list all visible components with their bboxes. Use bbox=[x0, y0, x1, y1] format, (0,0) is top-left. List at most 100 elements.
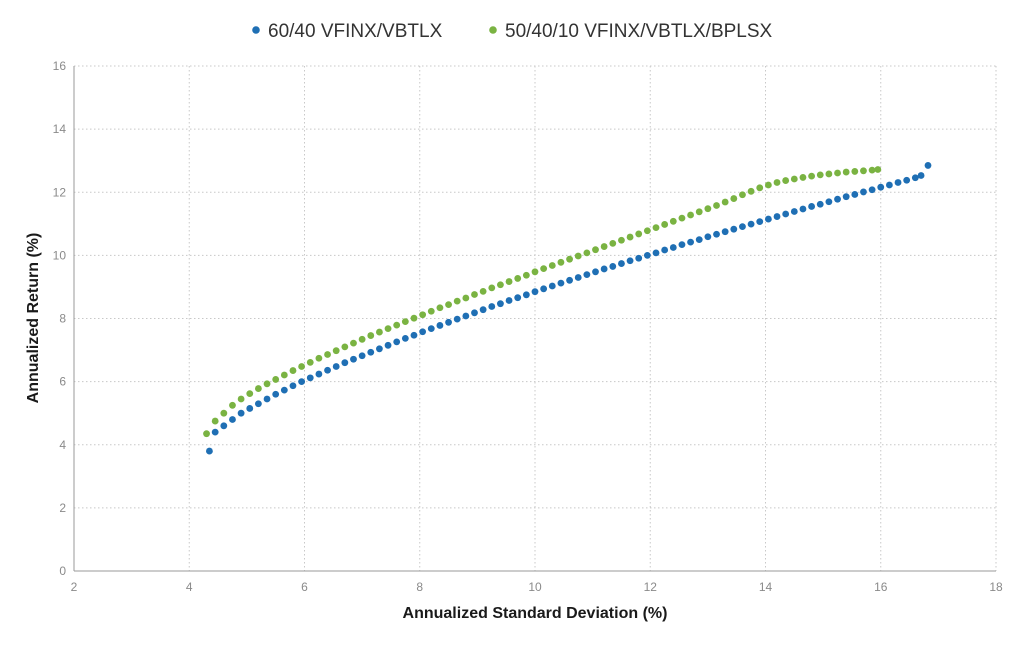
data-point bbox=[592, 246, 599, 254]
data-point bbox=[894, 179, 902, 186]
y-tick-label: 14 bbox=[53, 122, 67, 136]
data-point bbox=[739, 191, 746, 199]
data-point bbox=[566, 276, 573, 284]
data-point bbox=[376, 328, 383, 336]
data-point bbox=[816, 171, 824, 179]
data-point bbox=[332, 347, 340, 355]
data-point bbox=[479, 287, 487, 295]
data-point bbox=[695, 236, 703, 243]
data-point bbox=[574, 274, 582, 281]
data-point bbox=[816, 200, 824, 208]
data-point bbox=[643, 251, 651, 259]
data-point bbox=[384, 325, 392, 332]
data-point bbox=[825, 198, 833, 206]
data-point bbox=[885, 181, 893, 189]
data-point bbox=[548, 282, 556, 290]
data-point bbox=[531, 268, 539, 276]
data-point bbox=[924, 162, 932, 169]
data-point bbox=[773, 213, 781, 220]
data-point bbox=[764, 215, 772, 223]
data-point bbox=[911, 174, 919, 182]
data-point bbox=[834, 169, 841, 177]
data-point bbox=[868, 166, 876, 174]
data-point bbox=[557, 258, 565, 266]
data-point bbox=[583, 271, 591, 279]
data-point bbox=[860, 188, 867, 196]
data-point bbox=[730, 195, 738, 202]
x-tick-label: 6 bbox=[301, 580, 308, 594]
data-point bbox=[756, 218, 764, 226]
data-point bbox=[497, 300, 504, 308]
data-point bbox=[315, 354, 323, 362]
data-point bbox=[237, 395, 245, 403]
data-point bbox=[462, 294, 470, 302]
series-2 bbox=[203, 166, 882, 438]
data-point bbox=[704, 205, 712, 213]
data-point bbox=[747, 187, 755, 195]
data-point bbox=[341, 343, 349, 351]
data-point bbox=[419, 328, 427, 336]
data-point bbox=[427, 307, 435, 315]
data-point bbox=[505, 297, 513, 304]
x-tick-label: 18 bbox=[989, 580, 1003, 594]
y-axis-title: Annualized Return (%) bbox=[25, 233, 42, 404]
data-point bbox=[479, 306, 487, 314]
x-tick-label: 12 bbox=[644, 580, 658, 594]
data-point bbox=[272, 376, 280, 383]
data-point bbox=[410, 314, 418, 322]
data-point bbox=[687, 211, 694, 219]
data-point bbox=[687, 238, 694, 246]
data-point bbox=[367, 348, 375, 356]
data-point bbox=[410, 331, 418, 339]
data-point bbox=[211, 417, 219, 425]
data-point bbox=[917, 172, 925, 179]
data-point bbox=[255, 385, 262, 392]
data-point bbox=[401, 334, 409, 342]
data-point bbox=[514, 275, 522, 282]
y-tick-label: 0 bbox=[59, 564, 66, 578]
legend-marker bbox=[252, 26, 260, 34]
data-point bbox=[592, 268, 599, 276]
data-point bbox=[471, 291, 478, 298]
data-point bbox=[453, 297, 461, 305]
data-point bbox=[306, 374, 314, 382]
data-point bbox=[220, 422, 228, 430]
series-layer bbox=[203, 162, 932, 455]
data-point bbox=[206, 447, 213, 455]
data-point bbox=[773, 179, 781, 186]
data-point bbox=[678, 241, 686, 249]
data-point bbox=[289, 367, 297, 374]
data-point bbox=[903, 176, 911, 184]
x-tick-label: 16 bbox=[874, 580, 888, 594]
data-point bbox=[799, 205, 807, 213]
legend-item-2: 50/40/10 VFINX/VBTLX/BPLSX bbox=[489, 21, 773, 42]
data-point bbox=[522, 291, 530, 299]
data-point bbox=[600, 243, 608, 250]
data-point bbox=[609, 239, 617, 247]
x-tick-label: 8 bbox=[416, 580, 423, 594]
data-point bbox=[419, 311, 427, 319]
data-point bbox=[574, 252, 582, 260]
data-point bbox=[350, 339, 357, 347]
data-point bbox=[341, 359, 349, 367]
data-point bbox=[557, 279, 565, 287]
data-point bbox=[739, 223, 746, 231]
data-point bbox=[393, 321, 401, 329]
x-tick-label: 4 bbox=[186, 580, 193, 594]
x-axis-title: Annualized Standard Deviation (%) bbox=[403, 605, 668, 622]
data-point bbox=[626, 257, 634, 265]
data-point bbox=[246, 390, 254, 398]
data-point bbox=[367, 332, 375, 339]
data-point bbox=[436, 304, 444, 312]
data-point bbox=[730, 225, 738, 233]
data-point bbox=[211, 428, 219, 436]
data-point bbox=[661, 221, 669, 228]
data-point bbox=[790, 175, 798, 183]
y-tick-label: 2 bbox=[59, 501, 66, 515]
data-point bbox=[874, 166, 882, 173]
data-point bbox=[298, 378, 306, 386]
data-point bbox=[332, 363, 340, 370]
data-point bbox=[350, 355, 357, 363]
data-point bbox=[229, 401, 236, 409]
